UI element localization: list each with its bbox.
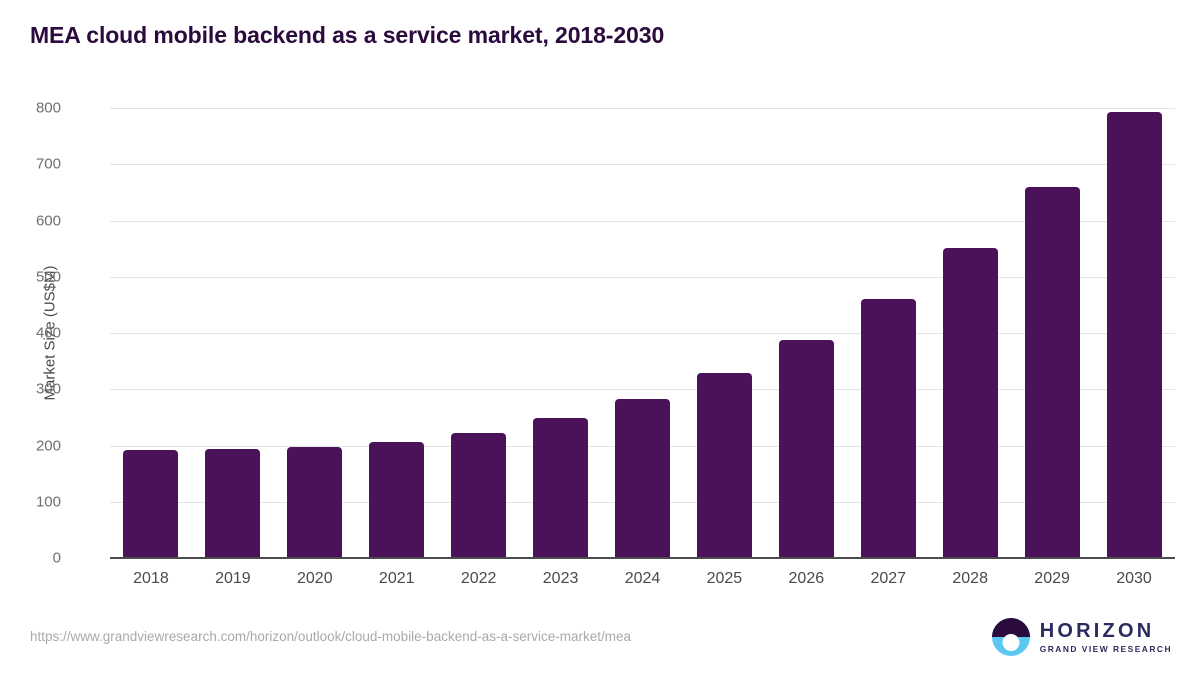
- y-axis-tick-label: 200: [35, 437, 61, 454]
- bar[interactable]: [205, 448, 261, 558]
- x-axis-tick-label: 2026: [788, 570, 825, 587]
- logo-name: HORIZON: [1039, 619, 1155, 642]
- y-axis-tick-label: 500: [35, 268, 61, 286]
- plot-area: Market Size (US$M) 0 100 200 300 400 500 600 70…: [36, 100, 1175, 587]
- x-axis-tick-label: 2020: [297, 570, 333, 587]
- x-axis-tick-label: 2023: [542, 570, 579, 587]
- x-axis-tick-label: 2028: [952, 570, 988, 587]
- bar-slot: 2025: [683, 108, 765, 587]
- bar[interactable]: [942, 248, 998, 558]
- bar[interactable]: [123, 450, 179, 558]
- x-axis-tick-label: 2019: [215, 570, 251, 587]
- bar-slot: 2024: [602, 108, 684, 587]
- x-axis-tick-label: 2021: [378, 570, 415, 587]
- bar-slot: 2018: [110, 108, 192, 587]
- bar-series: 2018 2019 2020 2021 2022 2023 2024 2025 2026 2027…: [110, 108, 1175, 587]
- bar[interactable]: [1024, 186, 1080, 558]
- gridline: [110, 389, 1175, 391]
- horizon-sun-icon: [991, 618, 1030, 656]
- y-axis-tick-label: 400: [35, 324, 61, 342]
- gridline: [110, 108, 1175, 109]
- x-axis-tick-label: 2029: [1034, 570, 1070, 587]
- x-axis-tick-label: 2030: [1116, 570, 1152, 587]
- x-axis-tick-label: 2025: [706, 570, 743, 587]
- bar-slot: 2021: [356, 108, 438, 587]
- bar-slot: 2023: [520, 108, 602, 587]
- gridline: [110, 164, 1175, 166]
- bar-slot: 2028: [929, 108, 1011, 587]
- bar-slot: 2026: [765, 108, 847, 587]
- y-axis-tick-label: 600: [35, 212, 61, 229]
- page-title: MEA cloud mobile backend as a service ma…: [30, 22, 665, 48]
- source-url[interactable]: https://www.grandviewresearch.com/horizo…: [30, 629, 632, 644]
- bar[interactable]: [778, 339, 834, 558]
- gridline: [110, 276, 1175, 278]
- bar-slot: 2020: [274, 108, 356, 587]
- bar-slot: 2029: [1011, 108, 1093, 587]
- x-axis-tick-label: 2022: [460, 570, 497, 587]
- bar[interactable]: [369, 441, 425, 558]
- y-axis-tick-label: 300: [35, 380, 61, 398]
- y-axis-tick-label: 100: [35, 493, 61, 511]
- bar[interactable]: [451, 433, 507, 558]
- bar[interactable]: [1106, 111, 1162, 558]
- y-axis-tick-label: 700: [35, 155, 61, 173]
- x-axis-line: [110, 557, 1175, 559]
- x-axis-tick-label: 2027: [870, 570, 907, 587]
- y-axis-tick-label: 0: [52, 549, 61, 567]
- bar[interactable]: [614, 398, 670, 558]
- bar[interactable]: [533, 417, 589, 558]
- bar[interactable]: [287, 447, 343, 558]
- logo-text: HORIZON GRAND VIEW RESEARCH: [1040, 621, 1172, 653]
- gridline: [110, 220, 1175, 222]
- brand-logo: HORIZON GRAND VIEW RESEARCH: [991, 618, 1172, 656]
- bar-slot: 2027: [847, 108, 929, 587]
- bar[interactable]: [696, 372, 752, 558]
- bar-slot: 2019: [192, 108, 274, 587]
- x-axis-tick-label: 2024: [624, 570, 661, 587]
- y-axis-tick-label: 800: [35, 99, 61, 117]
- x-axis-tick-label: 2018: [133, 570, 169, 587]
- bar-slot: 2022: [438, 108, 520, 587]
- bar[interactable]: [860, 298, 916, 558]
- bar-slot: 2030: [1093, 108, 1175, 587]
- logo-tagline: GRAND VIEW RESEARCH: [1039, 643, 1172, 654]
- gridline: [110, 333, 1175, 334]
